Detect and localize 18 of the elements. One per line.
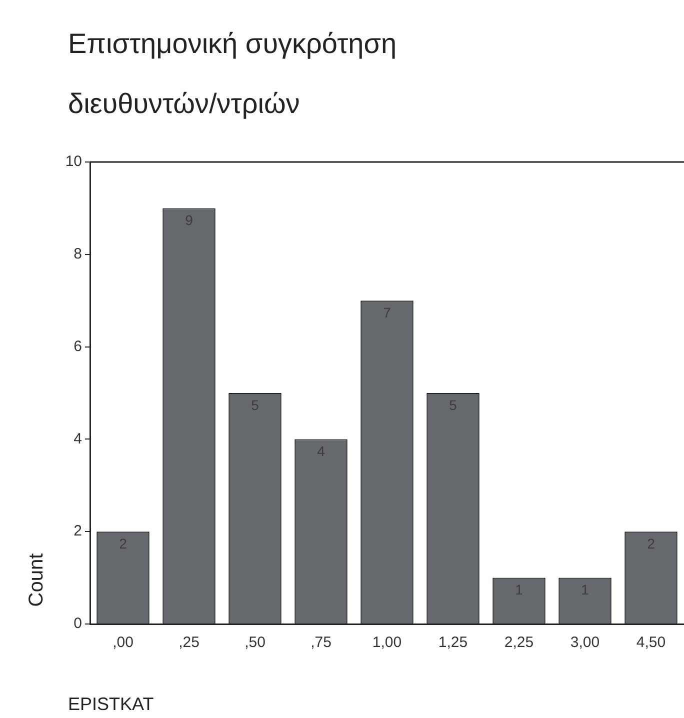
chart-title: Επιστημονική συγκρότηση διευθυντών/ντριών: [68, 27, 398, 121]
x-tick-label: ,00: [112, 634, 134, 652]
x-tick-label: 2,25: [504, 634, 534, 652]
y-tick-label: 4: [74, 430, 82, 448]
x-tick-label: 3,00: [570, 634, 600, 652]
x-tick-label: 1,00: [372, 634, 402, 652]
y-axis-title: Count: [26, 553, 48, 607]
x-axis-title: EPISTKAT: [68, 694, 154, 715]
y-tick-label: 0: [74, 615, 82, 632]
y-tick-label: 8: [74, 246, 82, 263]
x-tick-label: ,75: [310, 634, 332, 652]
y-tick-label: 10: [65, 153, 82, 170]
x-tick-label: ,25: [178, 634, 200, 652]
x-tick-label: 4,50: [636, 634, 666, 652]
x-tick-label: 1,25: [438, 634, 468, 652]
y-tick-label: 2: [74, 522, 82, 540]
x-tick-label: ,50: [244, 634, 266, 652]
y-tick-label: 6: [74, 338, 82, 355]
